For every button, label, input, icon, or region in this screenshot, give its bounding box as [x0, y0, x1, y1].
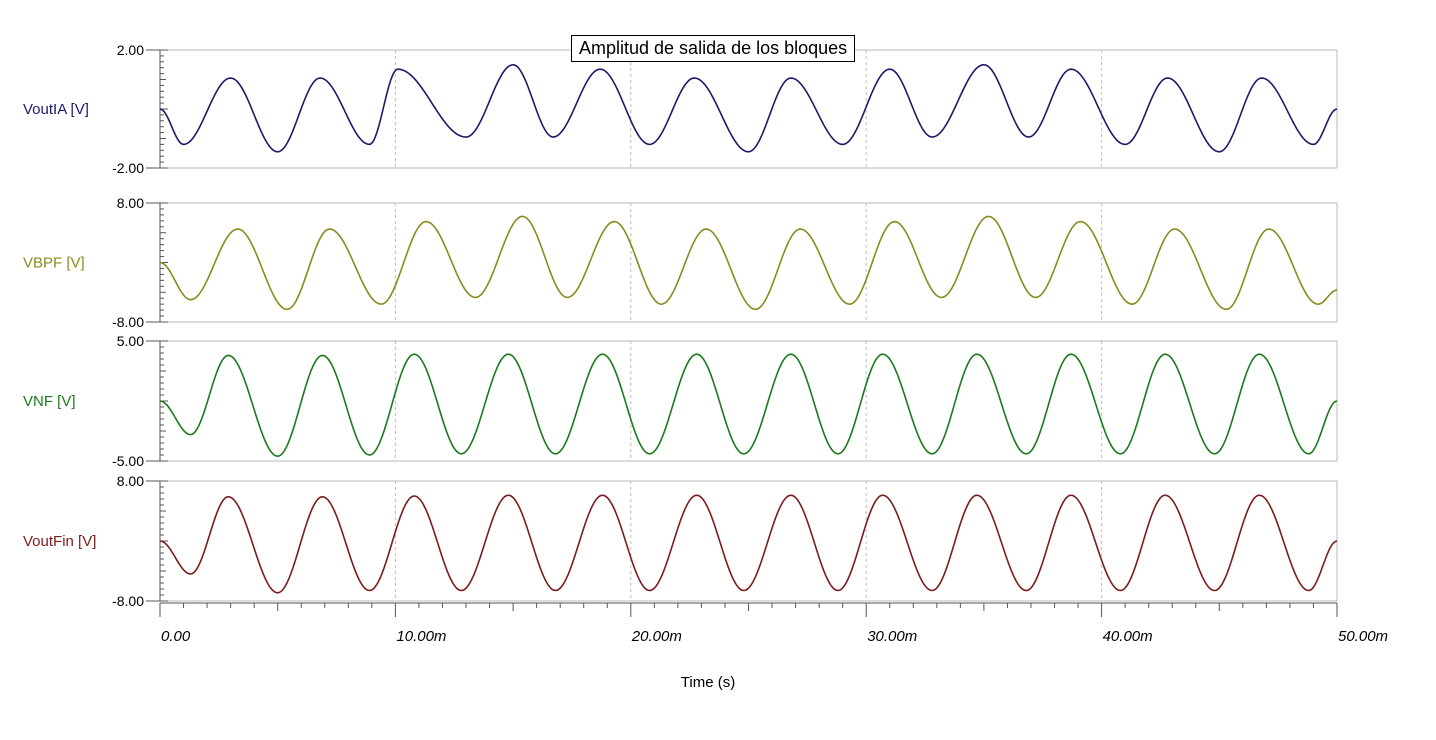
series-label: VoutIA [V]: [23, 101, 89, 118]
y-tick-label: -5.00: [112, 453, 144, 469]
x-tick-label: 10.00m: [396, 628, 446, 645]
y-tick-label: -8.00: [112, 314, 144, 330]
x-tick-label: 0.00: [161, 628, 191, 645]
x-axis: 0.00 10.00m 20.00m 30.00m 40.00m 50.00m: [159, 602, 1388, 645]
x-axis-label: Time (s): [680, 674, 736, 691]
y-tick-label: 5.00: [117, 333, 144, 349]
x-tick-label: 30.00m: [867, 628, 917, 645]
x-tick-label: 50.00m: [1338, 628, 1388, 645]
series-line: [159, 63, 1338, 153]
series-label: VBPF [V]: [23, 255, 85, 272]
panel-3: 8.00 -8.00 VoutFin [V]: [23, 473, 1338, 609]
y-tick-label: 2.00: [117, 42, 144, 58]
series-line: [159, 353, 1338, 458]
panel-2: 5.00 -5.00 VNF [V]: [23, 333, 1338, 469]
series-label: VoutFin [V]: [23, 533, 96, 550]
y-tick-label: 8.00: [117, 473, 144, 489]
x-tick-label: 20.00m: [631, 628, 682, 645]
y-tick-label: 8.00: [117, 195, 144, 211]
panel-1: 8.00 -8.00 VBPF [V]: [23, 195, 1338, 330]
chart-title: Amplitud de salida de los bloques: [571, 35, 856, 62]
y-tick-label: -8.00: [112, 593, 144, 609]
series-label: VNF [V]: [23, 393, 76, 410]
panel-0: 2.00 -2.00 VoutIA [V]: [23, 42, 1338, 176]
series-line: [159, 494, 1338, 594]
x-tick-label: 40.00m: [1103, 628, 1153, 645]
series-line: [159, 215, 1338, 311]
y-tick-label: -2.00: [112, 160, 144, 176]
